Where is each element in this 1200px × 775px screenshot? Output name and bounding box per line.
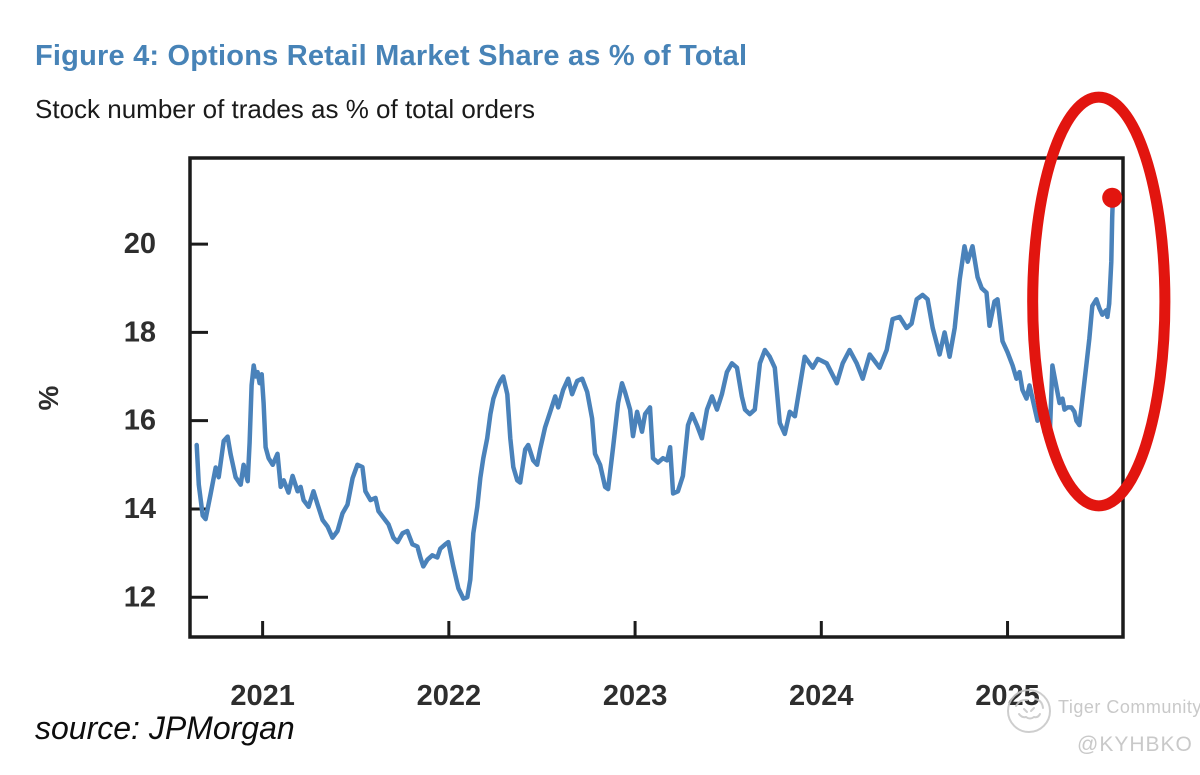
x-axis-tick-label: 2024 (789, 680, 854, 712)
y-axis-tick-label: 18 (124, 316, 156, 348)
latest-point-dot (1102, 187, 1123, 208)
y-axis-tick-label: 14 (124, 493, 156, 525)
figure-subtitle: Stock number of trades as % of total ord… (35, 94, 536, 124)
x-axis-tick-label: 2025 (975, 680, 1040, 712)
source-caption: source: JPMorgan (35, 710, 295, 746)
y-axis-tick-label: 20 (124, 228, 156, 260)
figure-title: Figure 4: Options Retail Market Share as… (35, 40, 748, 72)
y-axis-tick-label: 12 (124, 581, 156, 613)
retail-share-line (194, 197, 1116, 601)
highlight-ellipse-annotation (1027, 91, 1171, 512)
y-axis-tick-label: 16 (124, 405, 156, 437)
plot-border (188, 156, 1125, 639)
x-axis-tick-label: 2023 (603, 680, 668, 712)
x-axis-tick-label: 2022 (417, 680, 482, 712)
x-axis-tick-label: 2021 (230, 680, 295, 712)
y-axis-unit-label: % (33, 385, 64, 410)
